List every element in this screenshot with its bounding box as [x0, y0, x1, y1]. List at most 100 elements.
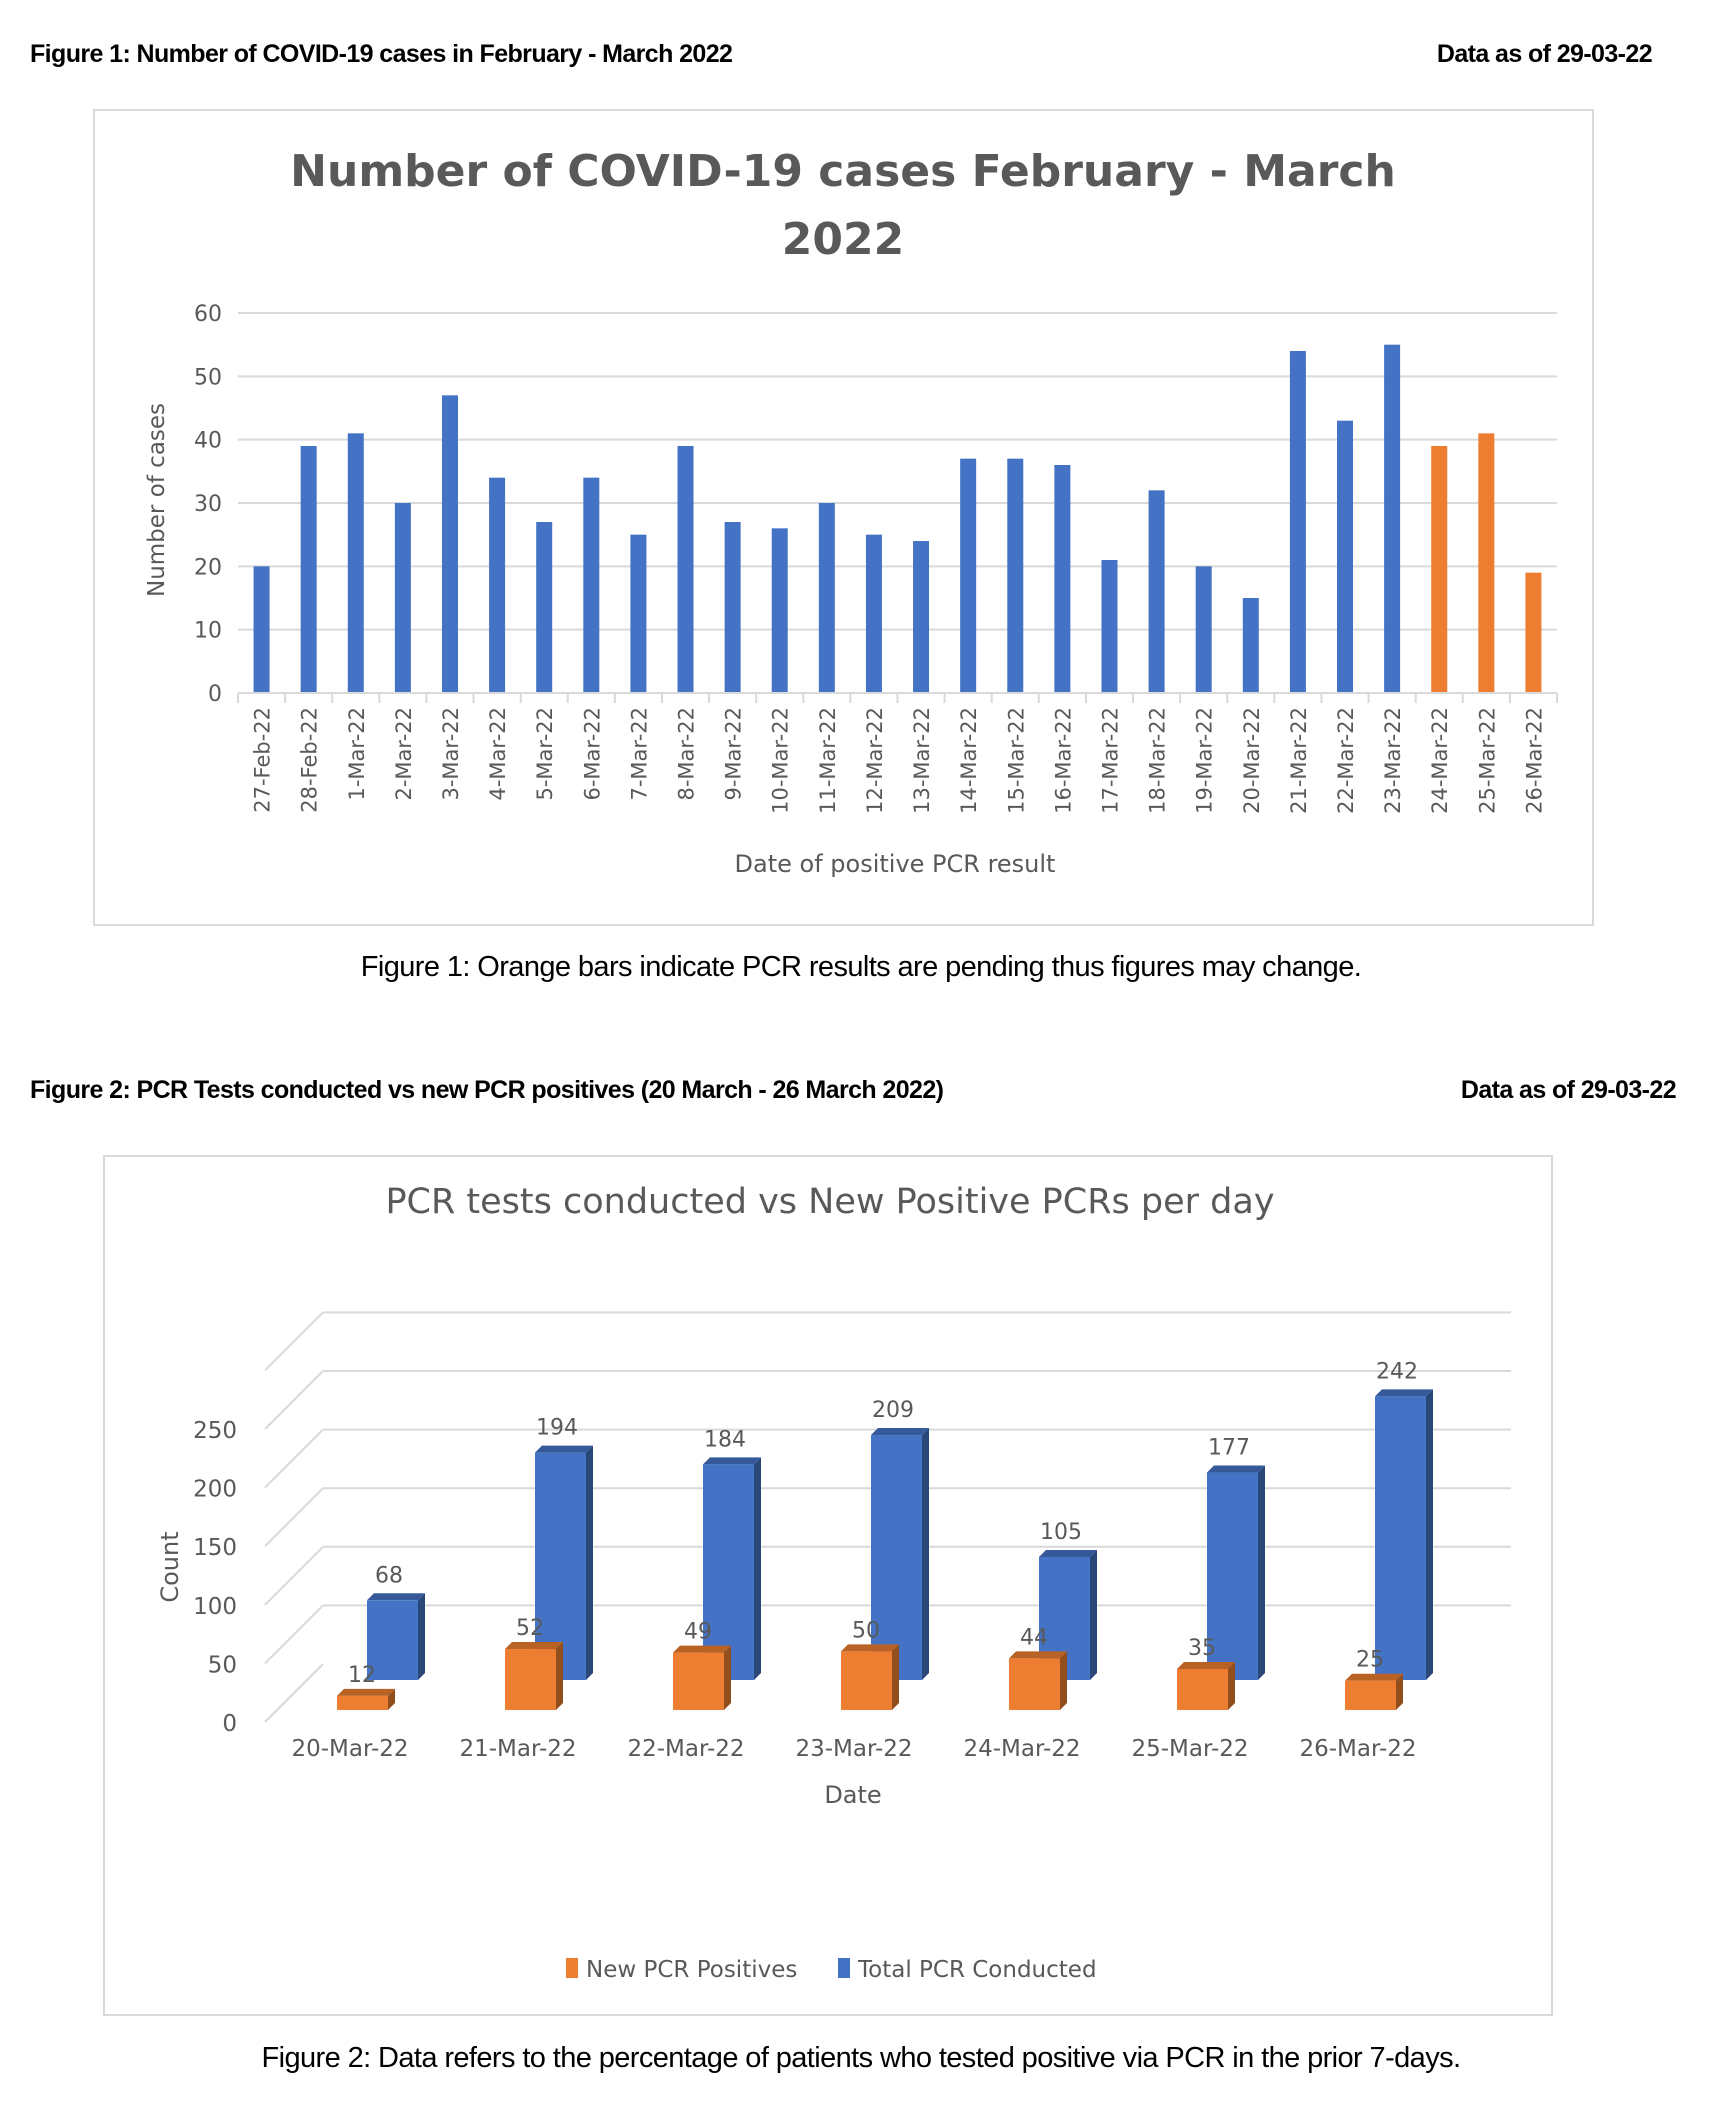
chart2-title: PCR tests conducted vs New Positive PCRs…: [385, 1182, 1274, 1222]
chart1-bar-4-Mar-22: [489, 477, 506, 693]
chart1-x-tick-label: 20-Mar-22: [1240, 707, 1264, 814]
chart2-x-tick-label: 20-Mar-22: [291, 1736, 408, 1762]
chart1-x-tick-label: 23-Mar-22: [1381, 707, 1405, 814]
chart2-data-label-positives: 52: [516, 1616, 544, 1641]
chart1-x-tick-label: 19-Mar-22: [1193, 707, 1217, 814]
chart1-bar-2-Mar-22: [394, 503, 411, 693]
chart1-bar-7-Mar-22: [630, 534, 647, 693]
chart1-x-tick-label: 14-Mar-22: [957, 707, 981, 814]
chart1-y-axis-title: Number of cases: [144, 403, 170, 597]
chart2-data-label-positives: 12: [348, 1663, 376, 1688]
chart1-y-tick-label: 20: [194, 555, 222, 580]
legend-swatch-total-pcr-conducted: [838, 1958, 850, 1978]
chart2-x-axis-title: Date: [824, 1781, 881, 1809]
figure1-data-date: Data as of 29-03-22: [1436, 40, 1653, 68]
chart1-title-line1: Number of COVID-19 cases February - Marc…: [290, 146, 1396, 197]
chart2-x-tick-label: 26-Mar-22: [1299, 1736, 1416, 1762]
chart1-x-tick-label: 12-Mar-22: [863, 707, 887, 814]
chart2-depth-gridline: [264, 1546, 324, 1606]
chart1-bar-28-Feb-22: [300, 446, 317, 693]
chart2-x-tick-label: 22-Mar-22: [627, 1736, 744, 1762]
figure1-caption: Figure 1: Orange bars indicate PCR resul…: [360, 951, 1362, 983]
legend-label-total-pcr-conducted: Total PCR Conducted: [857, 1957, 1097, 1983]
chart2-y-tick-label: 0: [222, 1711, 237, 1737]
figure1-heading: Figure 1: Number of COVID-19 cases in Fe…: [30, 40, 733, 68]
chart1-x-tick-label: 2-Mar-22: [392, 707, 416, 801]
chart1-bar-20-Mar-22: [1242, 598, 1259, 693]
chart1-bar-10-Mar-22: [771, 528, 788, 693]
chart1-x-tick-label: 28-Feb-22: [298, 707, 322, 813]
chart2-depth-gridline: [264, 1487, 324, 1547]
chart2-y-tick-label: 150: [193, 1535, 237, 1561]
chart2-data-label-positives: 50: [852, 1618, 880, 1643]
chart2-data-label-total: 68: [375, 1563, 403, 1588]
chart2-bar-positives-21-Mar-22: [505, 1642, 563, 1710]
chart1-y-tick-label: 30: [194, 492, 222, 517]
chart2-bar-positives-26-Mar-22: [1345, 1673, 1403, 1710]
chart2-data-label-total: 242: [1376, 1359, 1418, 1384]
chart2-bar-total-23-Mar-22: [871, 1428, 929, 1680]
chart1-bar-24-Mar-22: [1431, 446, 1448, 693]
chart2-x-tick-label: 21-Mar-22: [459, 1736, 576, 1762]
chart1-bar-14-Mar-22: [960, 458, 977, 693]
chart2-frame: [103, 1155, 1553, 2016]
legend-swatch-new-pcr-positives: [566, 1958, 578, 1978]
chart1-x-tick-label: 10-Mar-22: [769, 707, 793, 814]
chart1: Number of COVID-19 cases February - Marc…: [93, 109, 1594, 926]
chart1-x-tick-label: 1-Mar-22: [345, 707, 369, 801]
chart2-legend: New PCR Positives Total PCR Conducted: [566, 1957, 1097, 1983]
chart2-data-label-total: 209: [872, 1398, 914, 1423]
chart1-x-tick-label: 21-Mar-22: [1287, 707, 1311, 814]
figure2-heading: Figure 2: PCR Tests conducted vs new PCR…: [30, 1076, 944, 1104]
chart1-bar-19-Mar-22: [1195, 566, 1212, 693]
chart2-bar-total-22-Mar-22: [703, 1457, 761, 1680]
chart1-bar-23-Mar-22: [1384, 344, 1401, 693]
chart1-x-tick-label: 8-Mar-22: [675, 707, 699, 801]
figure2-data-date: Data as of 29-03-22: [1460, 1076, 1677, 1104]
chart2-bar-total-26-Mar-22: [1375, 1389, 1433, 1680]
chart1-bar-11-Mar-22: [818, 503, 835, 693]
chart1-x-tick-label: 16-Mar-22: [1051, 707, 1075, 814]
chart2-data-label-positives: 25: [1356, 1648, 1384, 1673]
chart1-x-tick-label: 7-Mar-22: [627, 707, 651, 801]
chart1-bar-26-Mar-22: [1525, 572, 1542, 693]
chart2-y-tick-label: 250: [193, 1418, 237, 1444]
chart1-bar-21-Mar-22: [1289, 351, 1306, 693]
chart2-bar-total-20-Mar-22: [367, 1593, 425, 1680]
figure2-caption: Figure 2: Data refers to the percentage …: [261, 2042, 1462, 2074]
chart2-depth-gridline: [264, 1370, 324, 1430]
chart1-bar-15-Mar-22: [1007, 458, 1024, 693]
chart2-data-label-positives: 49: [684, 1620, 712, 1645]
chart2-data-label-positives: 35: [1188, 1636, 1216, 1661]
chart2-y-axis-title: Count: [156, 1531, 184, 1602]
chart1-bar-22-Mar-22: [1337, 420, 1354, 693]
chart2-depth-gridline: [264, 1311, 324, 1372]
chart2-bar-positives-22-Mar-22: [673, 1645, 731, 1710]
chart1-x-tick-label: 11-Mar-22: [816, 707, 840, 814]
chart2-bar-positives-24-Mar-22: [1009, 1651, 1067, 1710]
chart2-data-label-total: 194: [536, 1416, 578, 1441]
chart2-data-label-total: 177: [1208, 1436, 1250, 1461]
chart1-bar-16-Mar-22: [1054, 465, 1071, 693]
chart1-x-tick-label: 3-Mar-22: [439, 707, 463, 801]
chart1-x-tick-label: 25-Mar-22: [1475, 707, 1499, 814]
chart1-x-tick-label: 6-Mar-22: [580, 707, 604, 801]
chart1-x-tick-label: 17-Mar-22: [1098, 707, 1122, 814]
chart1-y-tick-label: 50: [194, 365, 222, 390]
chart1-x-tick-label: 9-Mar-22: [722, 707, 746, 801]
chart1-title-line2: 2022: [782, 214, 904, 265]
chart2-x-tick-label: 25-Mar-22: [1131, 1736, 1248, 1762]
chart2-depth-gridline: [264, 1663, 324, 1723]
legend-label-new-pcr-positives: New PCR Positives: [586, 1957, 797, 1983]
chart1-x-tick-label: 5-Mar-22: [533, 707, 557, 801]
chart1-bar-18-Mar-22: [1148, 490, 1165, 693]
chart2-bar-positives-23-Mar-22: [841, 1644, 899, 1710]
chart2-data-label-positives: 44: [1020, 1625, 1048, 1650]
chart1-bar-5-Mar-22: [536, 522, 553, 693]
chart1-bar-8-Mar-22: [677, 446, 694, 693]
chart1-x-tick-label: 24-Mar-22: [1428, 707, 1452, 814]
chart1-y-tick-label: 0: [208, 682, 222, 707]
chart1-bar-1-Mar-22: [347, 433, 364, 693]
chart1-x-axis-title: Date of positive PCR result: [735, 850, 1056, 878]
chart1-x-tick-label: 27-Feb-22: [251, 707, 275, 813]
